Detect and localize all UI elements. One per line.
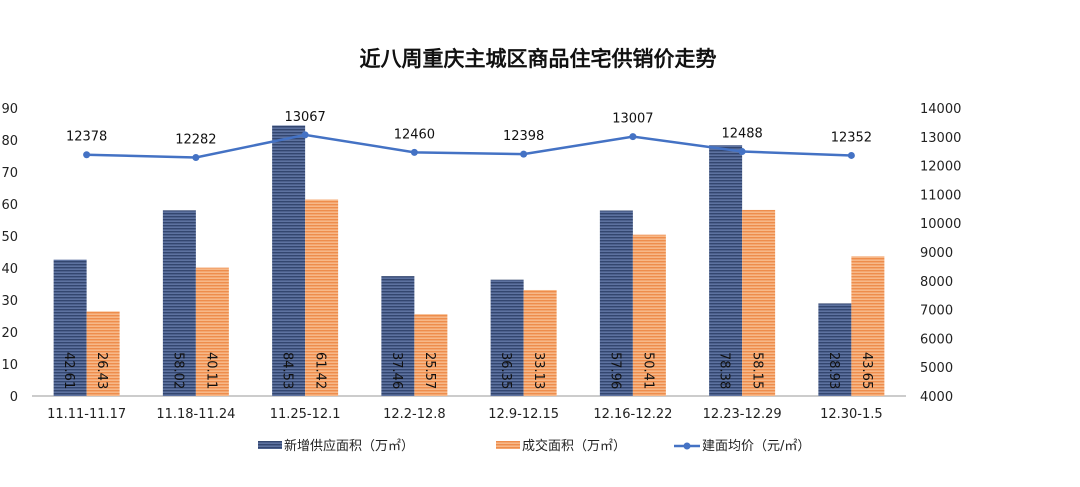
supply-area-bar [709,145,743,396]
y-left-tick: 40 [1,262,18,277]
supply-area-bar [272,125,306,396]
price-data-label: 12352 [831,130,872,145]
legend-label-price: 建面均价（元/㎡） [702,439,810,454]
price-point [301,131,309,139]
y-right-tick: 14000 [920,102,961,117]
deal-area-bar [414,314,448,396]
bar-data-label: 28.93 [826,352,841,389]
deal-area-bar [851,256,885,396]
price-data-label: 13007 [612,112,653,127]
bar-data-label: 40.11 [203,352,218,389]
bar-data-label: 37.46 [389,352,404,389]
y-right-tick: 5000 [920,361,953,376]
x-tick: 11.25-12.1 [270,407,341,422]
y-left-tick: 0 [10,390,18,405]
y-right-tick: 8000 [920,275,953,290]
bar-data-label: 78.38 [717,352,732,389]
bar-data-label: 84.53 [280,352,295,389]
price-point [192,153,200,161]
y-left-tick: 60 [1,198,18,213]
price-data-label: 12460 [394,127,435,142]
bar-data-label: 36.35 [498,352,513,389]
supply-area-bar [818,303,852,396]
supply-area-bar [490,279,524,396]
legend-swatch-supply [258,441,282,449]
bar-data-label: 58.15 [750,352,765,389]
deal-area-bar [742,209,776,396]
deal-area-bar [86,311,120,396]
y-left-tick: 10 [1,358,18,373]
deal-area-bar [632,234,666,396]
x-tick: 12.2-12.8 [383,407,446,422]
x-tick: 12.9-12.15 [488,407,559,422]
price-point [738,148,746,156]
price-data-label: 12398 [503,129,544,144]
price-point [629,133,637,141]
x-tick: 11.18-11.24 [156,407,235,422]
x-tick: 12.23-12.29 [703,407,782,422]
deal-area-bar [195,267,229,396]
chart-title: 近八周重庆主城区商品住宅供销价走势 [360,47,717,71]
x-tick: 11.11-11.17 [47,407,126,422]
supply-area-bar [381,276,415,396]
y-left-tick: 70 [1,166,18,181]
y-left-tick: 20 [1,326,18,341]
bar-data-label: 61.42 [313,352,328,389]
y-left-tick: 50 [1,230,18,245]
legend-label-supply: 新增供应面积（万㎡） [284,438,414,454]
y-left-tick: 80 [1,134,18,149]
y-right-tick: 10000 [920,217,961,232]
y-right-tick: 7000 [920,304,953,319]
supply-area-bar [599,210,633,396]
supply-area-bar [53,259,87,396]
supply-area-bar [162,210,196,396]
y-left-tick: 30 [1,294,18,309]
bar-data-label: 43.65 [859,352,874,389]
price-data-label: 13067 [284,110,325,125]
price-point [410,148,418,156]
x-tick: 12.30-1.5 [820,407,883,422]
legend-marker-price [683,442,691,450]
legend-swatch-deal [496,441,520,449]
deal-area-bar [523,289,557,396]
bar-data-label: 25.57 [422,352,437,389]
bar-data-label: 58.02 [170,352,185,389]
price-point [847,151,855,159]
y-right-tick: 11000 [920,188,961,203]
price-line [86,133,852,159]
bar-data-label: 57.96 [607,352,622,389]
deal-area-bar [305,199,339,396]
price-data-label: 12488 [721,127,762,142]
legend-label-deal: 成交面积（万㎡） [522,438,626,454]
x-tick: 12.16-12.22 [593,407,672,422]
bar-data-label: 26.43 [94,352,109,389]
y-right-tick: 4000 [920,390,953,405]
y-right-tick: 12000 [920,160,961,175]
bar-data-label: 33.13 [531,352,546,389]
y-right-tick: 9000 [920,246,953,261]
y-left-tick: 90 [1,102,18,117]
y-right-tick: 13000 [920,131,961,146]
price-data-label: 12282 [175,132,216,147]
bar-data-label: 50.41 [640,352,655,389]
price-point [520,150,528,158]
y-right-tick: 6000 [920,332,953,347]
bar-data-label: 42.61 [61,352,76,389]
price-point [83,151,91,159]
price-data-label: 12378 [66,130,107,145]
